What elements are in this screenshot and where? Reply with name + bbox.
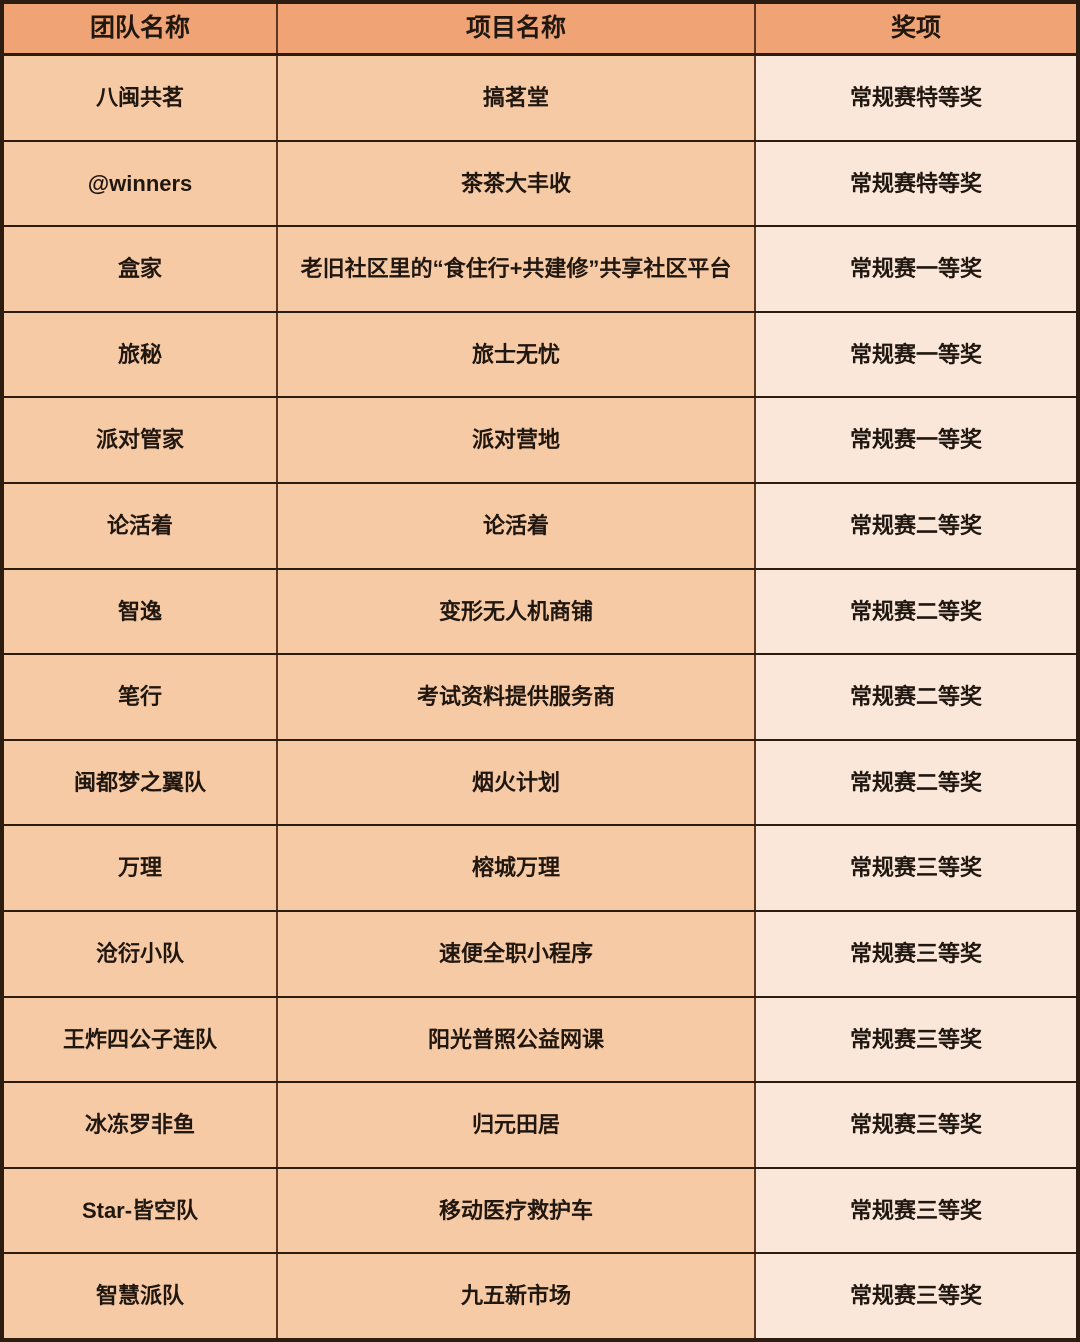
project-name-cell: 茶茶大丰收 bbox=[278, 141, 756, 226]
team-name-cell: Star-皆空队 bbox=[4, 1168, 278, 1253]
table-row: 论活着 论活着 常规赛二等奖 bbox=[4, 483, 1076, 570]
table-row: 派对管家 派对营地 常规赛一等奖 bbox=[4, 398, 1076, 484]
award-cell: 常规赛二等奖 bbox=[756, 569, 1076, 654]
project-name-cell: 烟火计划 bbox=[278, 740, 756, 825]
award-cell: 常规赛三等奖 bbox=[756, 911, 1076, 996]
award-cell: 常规赛一等奖 bbox=[756, 312, 1076, 397]
table-row: 智逸 变形无人机商铺 常规赛二等奖 bbox=[4, 569, 1076, 656]
table-row: 八闽共茗 搞茗堂 常规赛特等奖 bbox=[4, 56, 1076, 142]
column-header-award: 奖项 bbox=[756, 4, 1076, 53]
team-name-cell: 盒家 bbox=[4, 227, 278, 311]
award-cell: 常规赛特等奖 bbox=[756, 56, 1076, 140]
award-cell: 常规赛特等奖 bbox=[756, 141, 1076, 226]
team-name-cell: 闽都梦之翼队 bbox=[4, 740, 278, 825]
project-name-cell: 老旧社区里的“食住行+共建修”共享社区平台 bbox=[278, 227, 756, 311]
award-cell: 常规赛三等奖 bbox=[756, 1254, 1076, 1338]
team-name-cell: 智慧派队 bbox=[4, 1254, 278, 1338]
project-name-cell: 搞茗堂 bbox=[278, 56, 756, 140]
table-row: 万理 榕城万理 常规赛三等奖 bbox=[4, 826, 1076, 912]
team-name-cell: 笔行 bbox=[4, 655, 278, 739]
award-cell: 常规赛一等奖 bbox=[756, 227, 1076, 311]
table-row: 闽都梦之翼队 烟火计划 常规赛二等奖 bbox=[4, 740, 1076, 827]
project-name-cell: 九五新市场 bbox=[278, 1254, 756, 1338]
table-row: Star-皆空队 移动医疗救护车 常规赛三等奖 bbox=[4, 1168, 1076, 1255]
table-row: 王炸四公子连队 阳光普照公益网课 常规赛三等奖 bbox=[4, 997, 1076, 1084]
table-row: 冰冻罗非鱼 归元田居 常规赛三等奖 bbox=[4, 1083, 1076, 1169]
table-row: 沧衍小队 速便全职小程序 常规赛三等奖 bbox=[4, 911, 1076, 998]
team-name-cell: 万理 bbox=[4, 826, 278, 910]
award-cell: 常规赛三等奖 bbox=[756, 997, 1076, 1082]
project-name-cell: 变形无人机商铺 bbox=[278, 569, 756, 654]
project-name-cell: 论活着 bbox=[278, 483, 756, 568]
project-name-cell: 移动医疗救护车 bbox=[278, 1168, 756, 1253]
team-name-cell: 八闽共茗 bbox=[4, 56, 278, 140]
award-cell: 常规赛二等奖 bbox=[756, 655, 1076, 739]
award-cell: 常规赛一等奖 bbox=[756, 398, 1076, 482]
team-name-cell: 旅秘 bbox=[4, 312, 278, 397]
award-cell: 常规赛三等奖 bbox=[756, 1083, 1076, 1167]
project-name-cell: 速便全职小程序 bbox=[278, 911, 756, 996]
project-name-cell: 旅士无忧 bbox=[278, 312, 756, 397]
award-cell: 常规赛三等奖 bbox=[756, 1168, 1076, 1253]
team-name-cell: 论活着 bbox=[4, 483, 278, 568]
project-name-cell: 榕城万理 bbox=[278, 826, 756, 910]
table-header-row: 团队名称 项目名称 奖项 bbox=[4, 4, 1076, 56]
table-row: 旅秘 旅士无忧 常规赛一等奖 bbox=[4, 312, 1076, 399]
team-name-cell: 王炸四公子连队 bbox=[4, 997, 278, 1082]
table-row: 盒家 老旧社区里的“食住行+共建修”共享社区平台 常规赛一等奖 bbox=[4, 227, 1076, 313]
project-name-cell: 归元田居 bbox=[278, 1083, 756, 1167]
team-name-cell: 沧衍小队 bbox=[4, 911, 278, 996]
award-cell: 常规赛二等奖 bbox=[756, 740, 1076, 825]
team-name-cell: 派对管家 bbox=[4, 398, 278, 482]
table-row: 智慧派队 九五新市场 常规赛三等奖 bbox=[4, 1254, 1076, 1338]
team-name-cell: @winners bbox=[4, 141, 278, 226]
project-name-cell: 阳光普照公益网课 bbox=[278, 997, 756, 1082]
project-name-cell: 考试资料提供服务商 bbox=[278, 655, 756, 739]
column-header-team: 团队名称 bbox=[4, 4, 278, 53]
table-row: @winners 茶茶大丰收 常规赛特等奖 bbox=[4, 141, 1076, 228]
table-row: 笔行 考试资料提供服务商 常规赛二等奖 bbox=[4, 655, 1076, 741]
team-name-cell: 智逸 bbox=[4, 569, 278, 654]
award-cell: 常规赛二等奖 bbox=[756, 483, 1076, 568]
column-header-project: 项目名称 bbox=[278, 4, 756, 53]
team-name-cell: 冰冻罗非鱼 bbox=[4, 1083, 278, 1167]
project-name-cell: 派对营地 bbox=[278, 398, 756, 482]
award-cell: 常规赛三等奖 bbox=[756, 826, 1076, 910]
